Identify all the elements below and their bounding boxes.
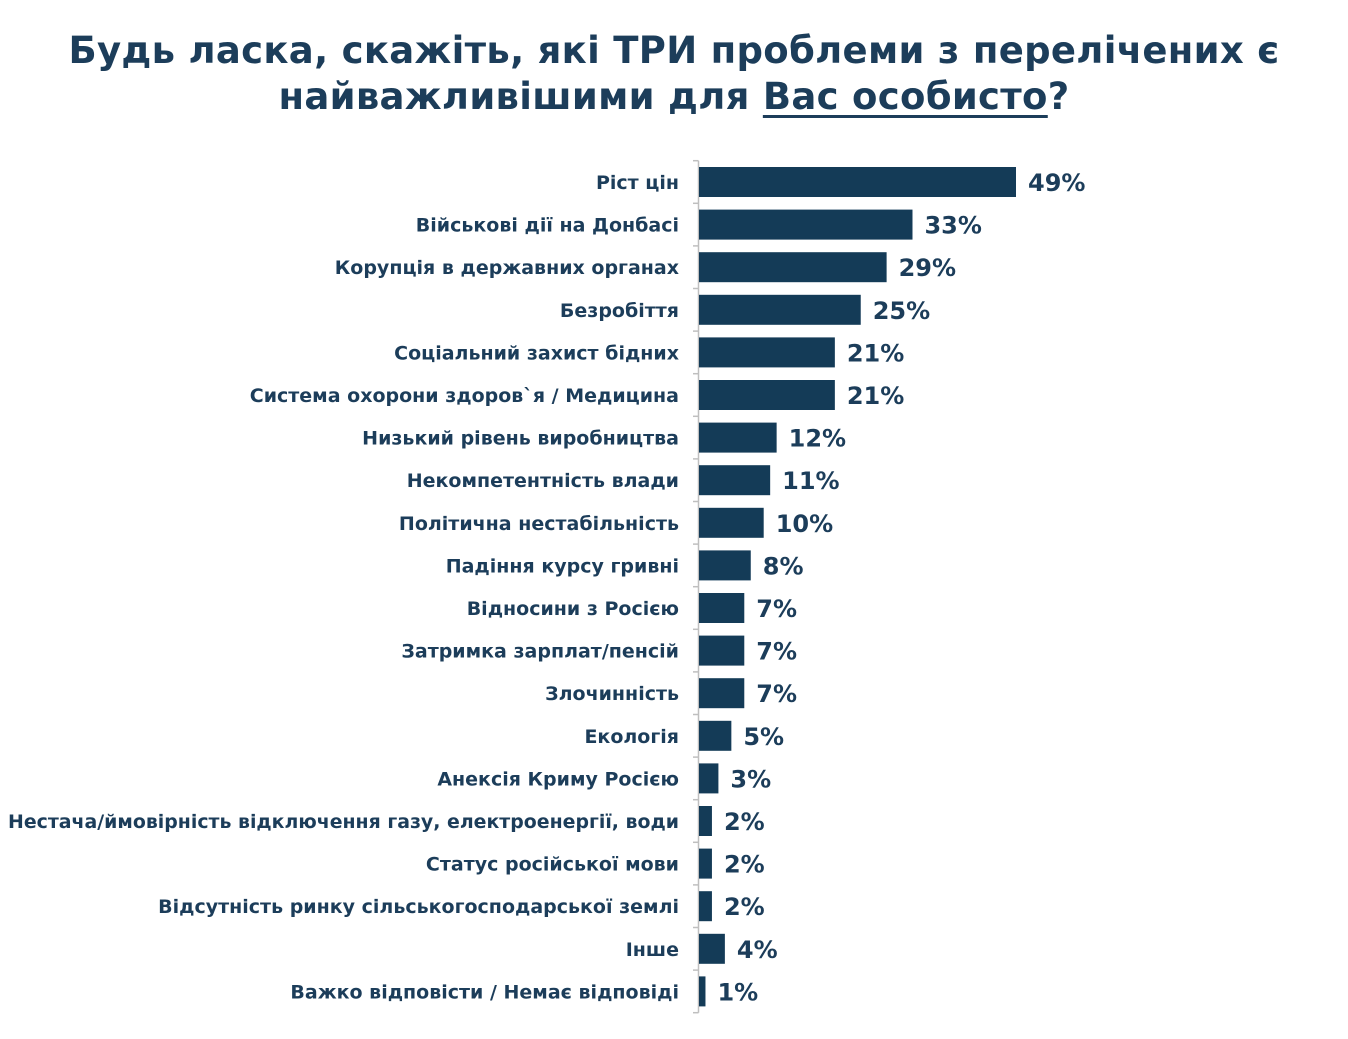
bar [699, 550, 751, 581]
category-labels: Ріст цін Військові дії на Донбасі Корупція… [8, 172, 679, 1003]
category-label: Відсутність ринку сільськогосподарської … [158, 896, 679, 918]
bar [699, 806, 712, 836]
axis-ticks [693, 159, 699, 1014]
category-label: Падіння курсу гривні [446, 555, 679, 577]
bar [699, 507, 764, 538]
value-label: 21% [847, 382, 904, 410]
chart-title: Будь ласка, скажіть, які ТРИ проблеми з … [0, 28, 1348, 120]
value-label: 29% [899, 254, 956, 282]
value-label: 25% [873, 297, 930, 325]
bar [699, 593, 745, 623]
value-label: 12% [789, 425, 846, 453]
value-label: 49% [1028, 169, 1085, 197]
category-label: Затримка зарплат/пенсій [401, 641, 679, 663]
title-line-2: найважливішими для Вас особисто? [0, 74, 1348, 120]
category-label: Політична нестабільність [399, 513, 679, 535]
category-label: Злочинність [545, 683, 679, 705]
bar [699, 294, 861, 325]
bar [699, 252, 887, 283]
bar [699, 848, 712, 879]
value-label: 8% [763, 552, 804, 580]
bar [699, 422, 777, 453]
category-label: Безробіття [560, 300, 679, 322]
category-label: Відносини з Росією [467, 598, 679, 620]
bar [699, 933, 725, 964]
bar [699, 209, 913, 240]
value-label: 21% [847, 339, 904, 367]
value-label: 3% [730, 765, 771, 793]
title-underlined-text: Вас особисто [762, 75, 1048, 118]
value-label: 2% [724, 893, 765, 921]
bar [699, 976, 706, 1007]
value-label: 10% [776, 510, 833, 538]
bar [699, 891, 712, 922]
value-label: 7% [756, 680, 797, 708]
category-label: Інше [626, 939, 679, 961]
category-label: Ріст цін [596, 172, 679, 194]
value-label: 2% [724, 851, 765, 879]
category-label: Статус російської мови [426, 854, 679, 876]
value-label: 1% [717, 978, 758, 1006]
bar [699, 380, 835, 410]
category-label: Військові дії на Донбасі [416, 215, 679, 237]
category-label: Низький рівень виробництва [362, 428, 679, 450]
value-labels: 49%33%29%25%21%21%12%11%10%8%7%7%7%5%3%2… [717, 169, 1085, 1006]
category-label: Корупція в державних органах [335, 257, 679, 279]
value-label: 11% [782, 467, 839, 495]
title-line-2-end: ? [1047, 75, 1070, 118]
bar [699, 465, 771, 496]
bar [699, 635, 745, 666]
bar [699, 337, 835, 368]
value-label: 7% [756, 595, 797, 623]
title-line-1: Будь ласка, скажіть, які ТРИ проблеми з … [68, 29, 1280, 72]
bar [699, 678, 745, 709]
value-label: 4% [737, 936, 778, 964]
title-line-2-start: найважливішими для [278, 75, 763, 118]
value-label: 2% [724, 808, 765, 836]
value-label: 33% [924, 212, 981, 240]
category-label: Важко відповісти / Немає відповіді [290, 981, 679, 1003]
bar [699, 720, 732, 751]
value-label: 5% [743, 723, 784, 751]
bar [699, 763, 719, 794]
category-label: Некомпетентність влади [407, 470, 679, 492]
bars [699, 167, 1016, 1007]
category-label: Соціальний захист бідних [394, 342, 679, 364]
bar [699, 167, 1016, 197]
category-label: Нестача/ймовірність відключення газу, ел… [8, 811, 679, 833]
value-label: 7% [756, 638, 797, 666]
category-label: Анексія Криму Росією [437, 768, 679, 790]
category-label: Система охорони здоров`я / Медицина [250, 385, 679, 407]
category-label: Екологія [584, 726, 679, 748]
